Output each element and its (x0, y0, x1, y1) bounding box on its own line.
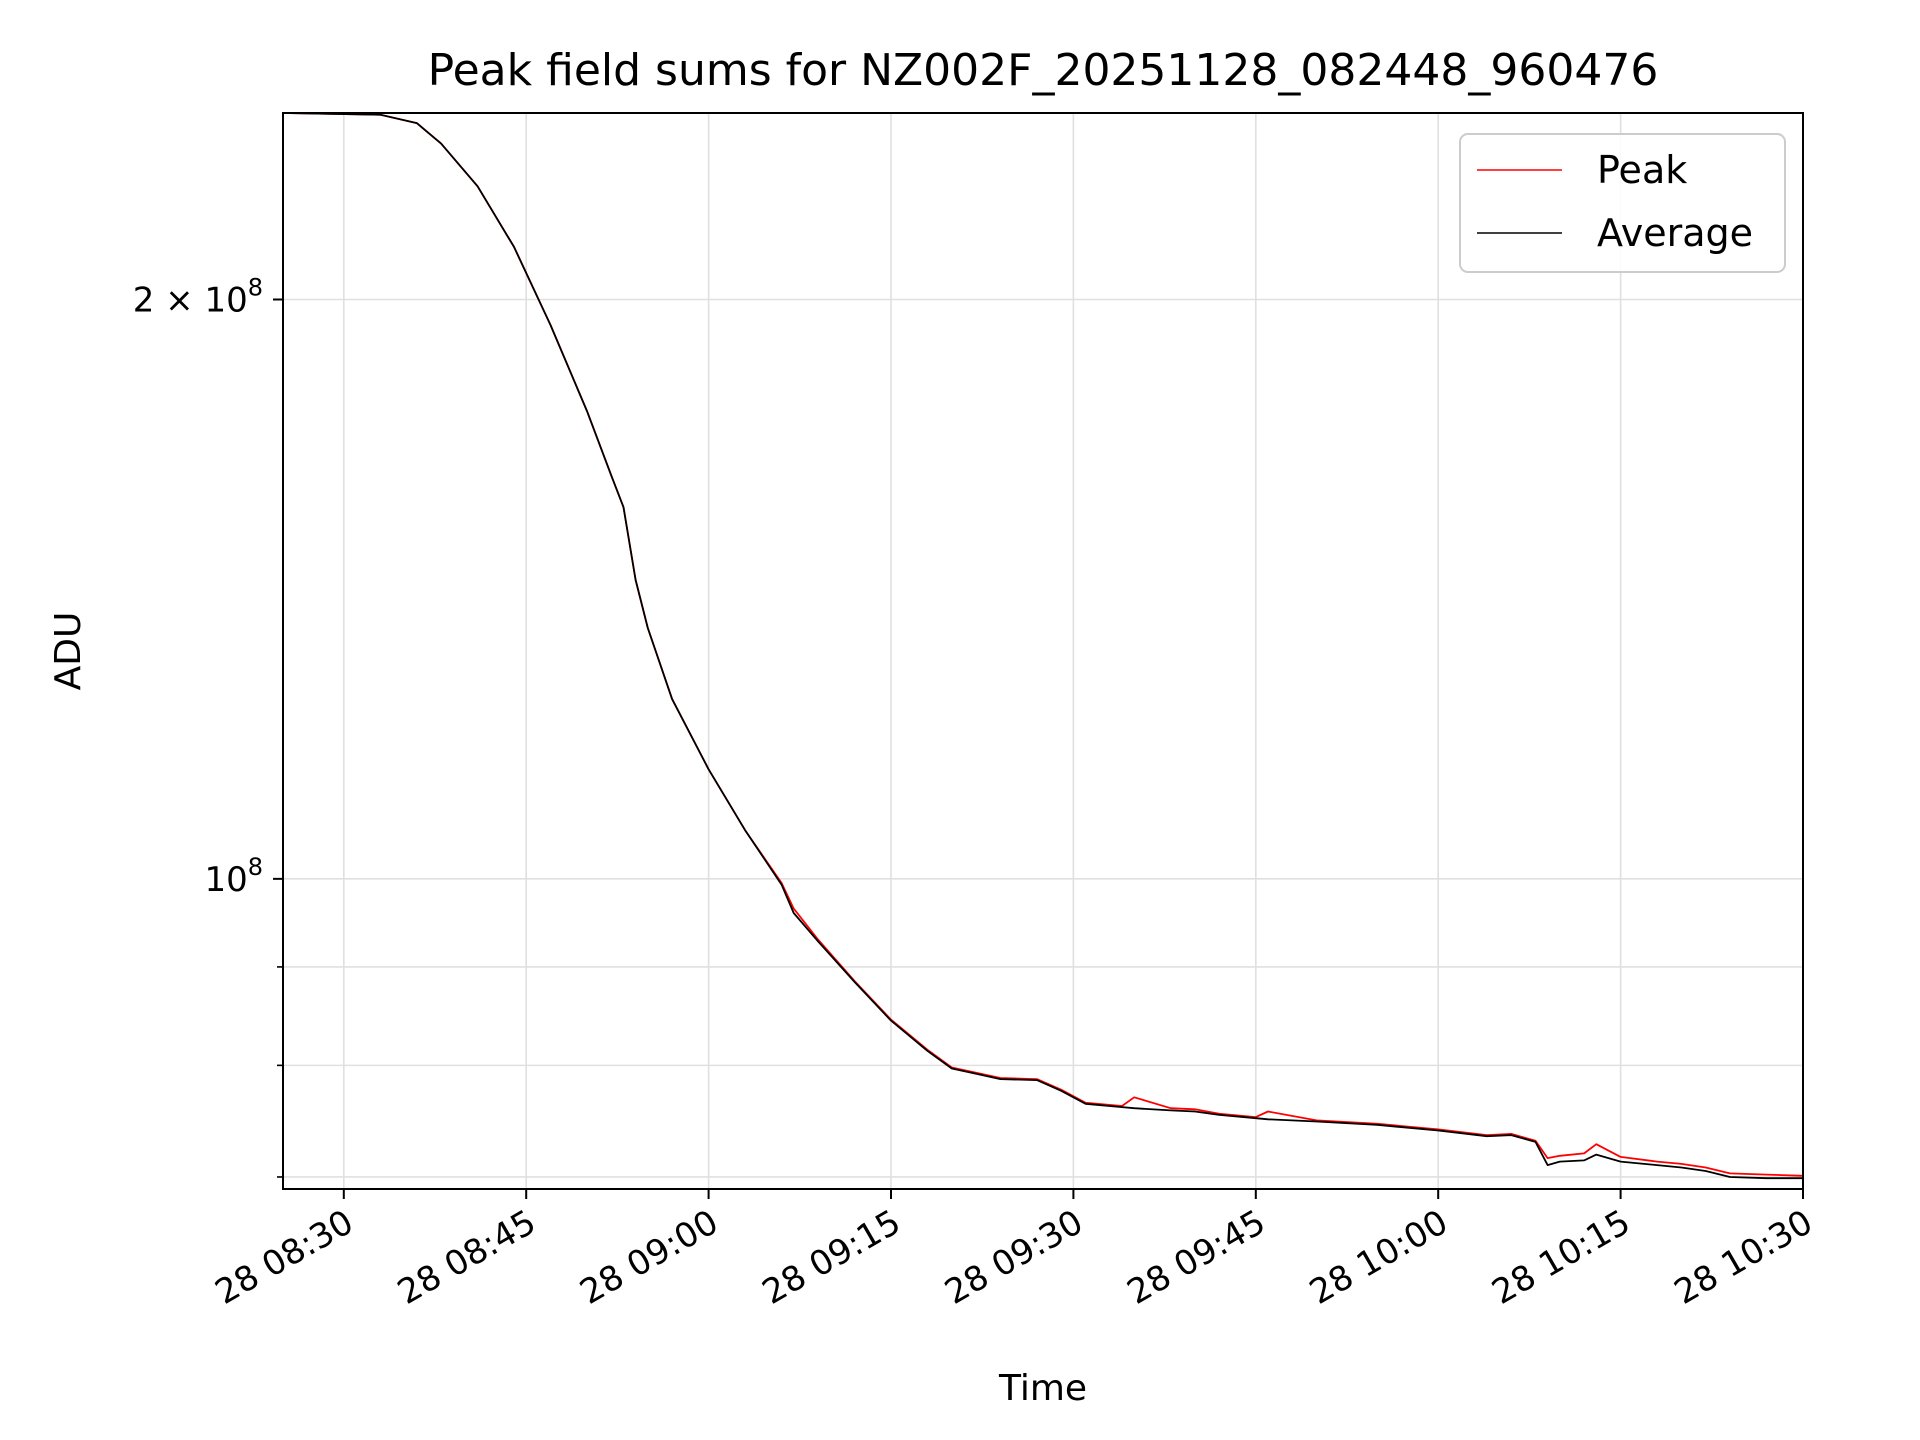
legend: Peak Average (1459, 133, 1786, 273)
y-tick-label: 108 (204, 853, 263, 900)
plot-area (283, 113, 1803, 1189)
chart-title: Peak field sums for NZ002F_20251128_0824… (428, 45, 1659, 96)
y-axis-label: ADU (48, 612, 89, 691)
y-axis: 108 2 × 108 (133, 274, 283, 1178)
legend-label-peak: Peak (1597, 148, 1687, 192)
y-tick-label: 2 × 108 (133, 274, 263, 321)
series-line-average (282, 112, 1803, 1180)
plot-frame (282, 112, 1804, 1190)
legend-box (1459, 133, 1786, 273)
x-axis-label: Time (998, 1368, 1087, 1409)
legend-label-average: Average (1597, 211, 1753, 255)
series-layer (282, 112, 1804, 1180)
